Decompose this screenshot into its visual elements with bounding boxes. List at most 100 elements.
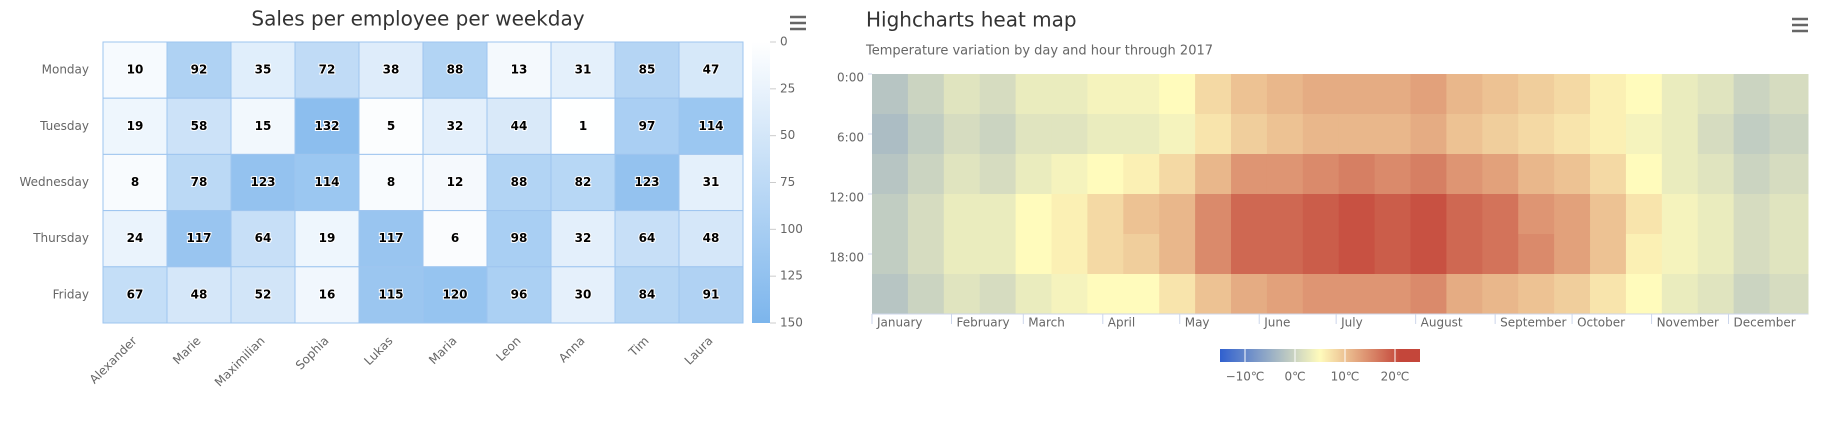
legend-label: 20℃	[1381, 370, 1410, 384]
data-label: 19	[319, 231, 336, 245]
heat-cell	[1374, 154, 1412, 195]
heat-cell	[1015, 74, 1053, 115]
data-label: 115	[378, 287, 403, 301]
heat-cell	[1482, 154, 1519, 195]
heat-cell	[1446, 114, 1483, 155]
data-label: 10	[127, 63, 144, 77]
data-label: 58	[191, 119, 208, 133]
heat-cell	[1554, 234, 1591, 275]
heat-cell	[1231, 274, 1268, 315]
heat-cell	[1733, 114, 1771, 155]
heat-cell	[1410, 154, 1447, 195]
heat-cell	[1159, 194, 1196, 235]
heat-cell	[358, 266, 424, 324]
heat-cell	[1590, 114, 1627, 155]
heat-cell	[1231, 194, 1268, 235]
heat-cell	[1661, 114, 1699, 155]
y-tick-label: 18:00	[829, 251, 864, 265]
heat-cell	[1159, 74, 1196, 115]
heat-cell	[1625, 234, 1663, 275]
heat-cell	[1302, 154, 1340, 195]
heat-cell	[1410, 194, 1447, 235]
legend-label: 0℃	[1284, 370, 1305, 384]
heat-cell	[1015, 114, 1053, 155]
y-tick-label: 6:00	[837, 131, 864, 145]
color-legend	[752, 42, 770, 323]
heat-cell	[166, 210, 232, 268]
heat-cell	[1733, 74, 1771, 115]
heat-cell	[1159, 234, 1196, 275]
legend-label: 125	[780, 269, 803, 283]
x-tick-label: February	[956, 316, 1009, 330]
data-label: 114	[698, 119, 723, 133]
heat-cell	[979, 234, 1017, 275]
y-tick-label: Monday	[42, 63, 89, 77]
y-tick-label: Wednesday	[20, 175, 89, 189]
data-label: 123	[250, 175, 275, 189]
heat-cell	[486, 153, 552, 212]
heat-cell	[1266, 74, 1304, 115]
heat-cell	[1051, 114, 1088, 155]
heat-cell	[1518, 154, 1555, 195]
heat-cell	[1123, 114, 1160, 155]
heat-cell	[358, 41, 424, 99]
data-label: 97	[639, 119, 656, 133]
data-label: 64	[639, 231, 656, 245]
menu-button[interactable]	[1788, 13, 1812, 37]
heat-cell	[1338, 114, 1376, 155]
heat-cell	[294, 41, 360, 99]
y-tick-label: Friday	[53, 287, 89, 301]
heat-cell	[872, 114, 909, 155]
x-tick-label: July	[1340, 316, 1363, 330]
heat-cell	[1697, 114, 1735, 155]
heat-cell	[678, 153, 744, 212]
heat-cell	[1302, 114, 1340, 155]
data-label: 30	[575, 287, 592, 301]
data-label: 84	[639, 287, 656, 301]
data-label: 120	[442, 287, 467, 301]
heat-cell	[1374, 234, 1412, 275]
heat-cell	[1625, 154, 1663, 195]
heat-cell	[1231, 74, 1268, 115]
heat-cell	[1733, 234, 1771, 275]
heat-cell	[1590, 74, 1627, 115]
heat-cell	[1231, 114, 1268, 155]
heat-cell	[907, 274, 945, 315]
x-tick-label: Marie	[170, 334, 203, 367]
data-label: 44	[511, 119, 528, 133]
heat-cell	[1123, 154, 1160, 195]
heat-cell	[1518, 114, 1555, 155]
heat-cell	[1302, 74, 1340, 115]
heat-cell	[872, 274, 909, 315]
heat-cell	[979, 74, 1017, 115]
heat-cell	[1625, 194, 1663, 235]
heat-cell	[979, 274, 1017, 315]
data-label: 31	[703, 175, 720, 189]
heat-cell	[1661, 234, 1699, 275]
x-tick-label: Sophia	[293, 334, 332, 373]
heat-cell	[1446, 154, 1483, 195]
heat-cell	[230, 266, 296, 324]
heat-cell	[1590, 194, 1627, 235]
data-label: 91	[703, 287, 720, 301]
menu-button[interactable]	[786, 11, 810, 35]
heat-cell	[166, 266, 232, 324]
heat-cell	[550, 153, 616, 212]
legend-label: 10℃	[1331, 370, 1360, 384]
heat-cell	[1661, 154, 1699, 195]
heat-cell	[230, 153, 296, 212]
heat-cell	[1374, 114, 1412, 155]
data-label: 88	[511, 175, 528, 189]
heat-cell	[1123, 74, 1160, 115]
heat-cell	[1051, 274, 1088, 315]
heat-cell	[1518, 234, 1555, 275]
heat-cell	[1338, 74, 1376, 115]
heat-cell	[1661, 274, 1699, 315]
heat-cell	[907, 234, 945, 275]
data-label: 6	[451, 231, 459, 245]
heat-cell	[678, 41, 744, 99]
x-tick-label: October	[1577, 316, 1625, 330]
heat-cell	[943, 74, 981, 115]
x-tick-label: March	[1028, 316, 1065, 330]
heat-cell	[872, 194, 909, 235]
